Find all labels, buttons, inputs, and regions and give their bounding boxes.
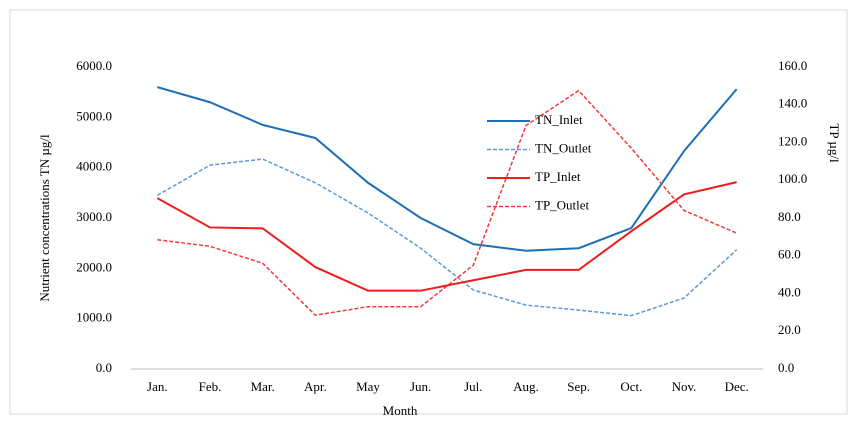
y2-tick-label: 0.0 (778, 360, 794, 375)
y-tick-label: 0.0 (96, 360, 112, 375)
series-line (157, 86, 738, 252)
chart-frame (9, 9, 848, 415)
x-tick-label: May (356, 379, 380, 394)
x-tick-label: Jun. (410, 379, 431, 394)
y-tick-label: 3000.0 (76, 209, 112, 224)
series-line (157, 89, 737, 317)
y-tick-label: 5000.0 (76, 108, 112, 123)
y2-tick-label: 140.0 (778, 96, 807, 111)
y-tick-label: 2000.0 (76, 259, 112, 274)
y-tick-label: 1000.0 (76, 310, 112, 325)
y-tick-label: 6000.0 (76, 58, 112, 73)
x-tick-label: Mar. (251, 379, 275, 394)
y2-tick-label: 60.0 (778, 247, 801, 262)
x-tick-label: Nov. (672, 379, 697, 394)
y2-tick-label: 120.0 (778, 133, 807, 148)
legend-label: TN_Inlet (535, 112, 583, 127)
x-tick-label: Jan. (147, 379, 168, 394)
series-line (156, 181, 737, 292)
y2-tick-label: 20.0 (778, 322, 801, 337)
y2-tick-label: 40.0 (778, 284, 801, 299)
x-tick-label: Jul. (464, 379, 482, 394)
y-axis-title: Nutrient concentrations TN µg/l (37, 134, 52, 302)
y-tick-label: 4000.0 (76, 159, 112, 174)
x-tick-label: Feb. (199, 379, 222, 394)
series-line (156, 158, 738, 317)
legend-label: TN_Outlet (535, 140, 592, 155)
x-tick-label: Apr. (304, 379, 327, 394)
x-tick-label: Oct. (620, 379, 642, 394)
y2-tick-label: 160.0 (778, 58, 807, 73)
y2-axis-title: TP µg/l (827, 123, 842, 163)
x-tick-label: Sep. (567, 379, 590, 394)
legend-label: TP_Inlet (535, 169, 581, 184)
x-tick-label: Dec. (725, 379, 749, 394)
legend-label: TP_Outlet (535, 197, 590, 212)
x-tick-label: Aug. (513, 379, 539, 394)
y2-tick-label: 100.0 (778, 171, 807, 186)
y2-tick-label: 80.0 (778, 209, 801, 224)
x-axis-title: Month (383, 403, 418, 418)
